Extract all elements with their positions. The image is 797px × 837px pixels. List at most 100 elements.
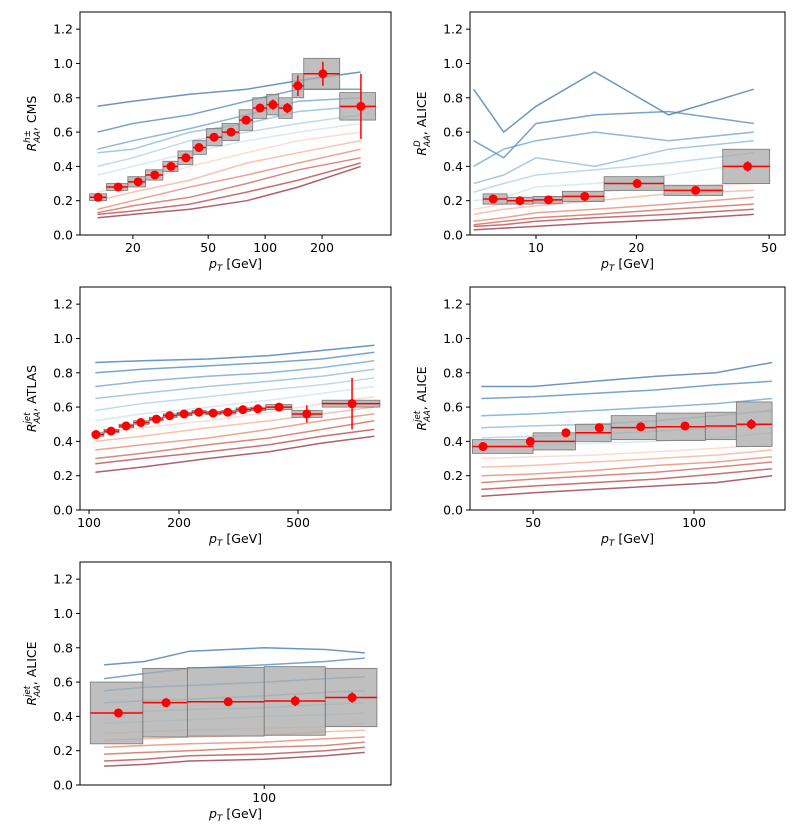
data-point <box>282 103 292 113</box>
y-tick-label: 1.0 <box>443 331 463 346</box>
model-curve <box>97 105 361 154</box>
data-point <box>293 81 303 91</box>
model-curve <box>104 741 365 755</box>
y-label-sup: jet <box>413 410 423 423</box>
plot-area <box>472 361 773 498</box>
y-tick-label: 0.8 <box>443 365 463 380</box>
data-point <box>113 182 123 192</box>
y-tick-label: 0.6 <box>53 125 73 140</box>
y-label-sup: jet <box>23 685 33 698</box>
y-tick-label: 0.0 <box>53 778 73 793</box>
model-curve <box>104 736 365 749</box>
model-curve <box>95 420 375 460</box>
data-point <box>209 132 219 142</box>
x-label-sub: T <box>217 814 224 824</box>
y-tick-label: 1.0 <box>53 606 73 621</box>
data-point <box>165 411 175 421</box>
x-label-main: p <box>208 256 217 271</box>
model-curve <box>95 351 375 374</box>
y-label-sup: D <box>413 140 423 147</box>
y-tick-label: 0.0 <box>443 503 463 518</box>
y-label-main: R <box>414 147 429 156</box>
data-point <box>150 170 160 180</box>
model-curve <box>95 413 375 451</box>
x-tick-label: 20 <box>125 240 141 255</box>
y-tick-label: 1.2 <box>53 22 73 37</box>
data-point <box>290 696 300 706</box>
y-label-rest: , ATLAS <box>24 365 39 412</box>
data-point <box>91 430 101 440</box>
x-axis-label: pT [GeV] <box>208 256 262 274</box>
x-tick-label: 100 <box>253 240 277 255</box>
x-label-main: p <box>600 531 609 546</box>
data-point <box>632 179 642 189</box>
y-axis-label: RDAA, ALICE <box>413 91 433 155</box>
y-label-main: R <box>414 422 429 431</box>
data-point <box>133 177 143 187</box>
plot-area <box>91 344 381 474</box>
y-tick-label: 0.6 <box>53 675 73 690</box>
data-point <box>356 101 366 111</box>
plot-area <box>89 57 377 219</box>
y-tick-label: 1.2 <box>443 22 463 37</box>
model-curve <box>481 474 773 498</box>
y-label-main: R <box>24 697 39 706</box>
axes-frame <box>79 561 392 786</box>
x-label-sub: T <box>217 264 224 274</box>
data-point <box>113 708 123 718</box>
model-curve <box>481 361 773 388</box>
y-tick-label: 0.4 <box>53 709 73 724</box>
y-axis-label: RjetAA, ATLAS <box>23 365 43 432</box>
x-tick-label: 10 <box>528 240 544 255</box>
data-point <box>580 191 590 201</box>
x-label-sub: T <box>217 539 224 549</box>
x-tick-label: 100 <box>77 515 101 530</box>
y-tick-label: 0.8 <box>53 640 73 655</box>
y-label-rest: , CMS <box>24 96 39 131</box>
data-point <box>121 421 131 431</box>
model-curve <box>472 71 755 134</box>
y-tick-label: 0.4 <box>443 434 463 449</box>
x-axis-label: pT [GeV] <box>208 531 262 549</box>
x-tick-label: 50 <box>200 240 216 255</box>
y-tick-label: 0.2 <box>53 743 73 758</box>
x-axis-label: pT [GeV] <box>600 256 654 274</box>
model-curve <box>473 110 754 159</box>
model-curve <box>95 406 375 443</box>
data-point <box>106 426 116 436</box>
y-label-sub: AA <box>423 410 433 423</box>
data-point <box>594 423 604 433</box>
data-point <box>179 409 189 419</box>
x-label-rest: [GeV] <box>618 531 654 546</box>
y-tick-label: 0.2 <box>443 193 463 208</box>
y-tick-label: 0.2 <box>443 468 463 483</box>
model-curve <box>104 657 365 680</box>
data-point <box>93 192 103 202</box>
model-curve <box>104 751 365 767</box>
model-curve <box>95 368 375 400</box>
data-point <box>151 414 161 424</box>
data-point <box>525 436 535 446</box>
model-curve <box>481 461 773 484</box>
panel: 0.0 0.2 0.4 0.6 0.8 1.0 1.2 50 100 pT [GeV] RjetAA,… <box>413 286 786 549</box>
axes-frame <box>469 11 786 236</box>
panel: 0.0 0.2 0.4 0.6 0.8 1.0 1.2 10 20 50 pT [GeV] RDAA, … <box>413 11 786 274</box>
y-tick-label: 0.0 <box>53 503 73 518</box>
x-tick-label: 100 <box>252 790 276 805</box>
model-curve <box>95 377 375 412</box>
x-tick-label: 200 <box>167 515 191 530</box>
data-point <box>478 442 488 452</box>
data-point <box>636 422 646 432</box>
data-point <box>274 402 284 412</box>
data-point <box>488 194 498 204</box>
data-point <box>268 100 278 110</box>
model-curve <box>473 151 754 193</box>
x-axis-label: pT [GeV] <box>208 806 262 824</box>
x-label-rest: [GeV] <box>226 806 262 821</box>
model-curve <box>473 203 754 226</box>
data-point <box>238 405 248 415</box>
model-curve <box>95 435 375 474</box>
axes-frame <box>469 286 786 511</box>
y-tick-label: 0.2 <box>53 193 73 208</box>
